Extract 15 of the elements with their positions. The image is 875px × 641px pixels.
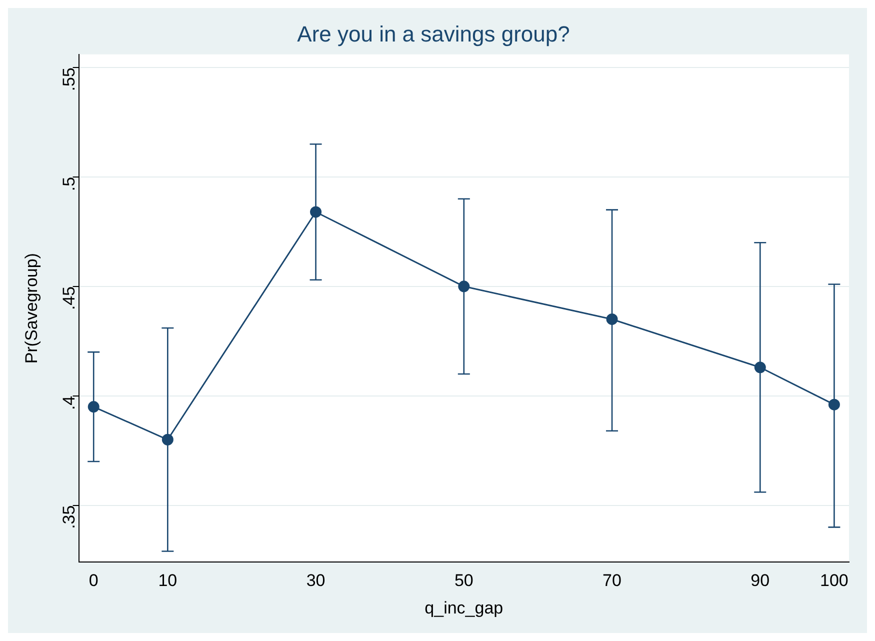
x-tick-label: 30 xyxy=(306,571,326,590)
x-tick-label: 90 xyxy=(750,571,770,590)
x-axis-title: q_inc_gap xyxy=(424,598,504,618)
y-tick-label: .5 xyxy=(59,176,78,192)
y-tick-label: .4 xyxy=(59,396,78,410)
y-tick-label: .35 xyxy=(59,505,78,529)
y-tick-label: .55 xyxy=(59,68,78,92)
x-tick-label: 100 xyxy=(820,571,848,590)
y-tick-label: .45 xyxy=(59,286,78,310)
x-tick-label: 0 xyxy=(88,571,98,590)
chart-title: Are you in a savings group? xyxy=(297,21,570,46)
x-tick-label: 50 xyxy=(454,571,474,590)
x-tick-label: 70 xyxy=(602,571,622,590)
y-axis-title: Pr(Savegroup) xyxy=(22,253,41,364)
x-tick-label: 10 xyxy=(158,571,178,590)
